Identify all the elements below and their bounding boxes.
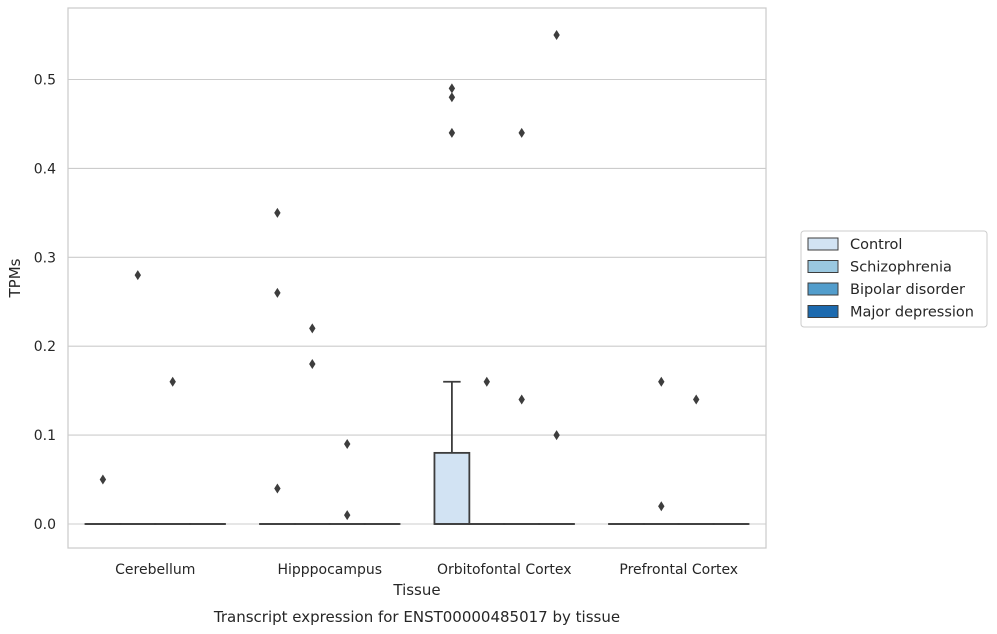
legend-swatch bbox=[807, 282, 839, 296]
legend-swatch bbox=[807, 237, 839, 251]
outlier-point bbox=[309, 323, 316, 334]
outlier-point bbox=[274, 207, 281, 218]
chart-caption: Transcript expression for ENST0000048501… bbox=[213, 608, 620, 626]
x-tick-labels: Cerebellum Hipppocampus Orbitofontal Corte… bbox=[115, 562, 738, 578]
outlier-point bbox=[134, 270, 141, 281]
gridlines bbox=[68, 78, 766, 525]
outliers bbox=[99, 30, 700, 521]
outlier-point bbox=[344, 438, 351, 449]
legend-label: Major depression bbox=[850, 305, 974, 321]
box bbox=[433, 451, 471, 525]
outlier-point bbox=[553, 30, 560, 41]
outlier-point bbox=[274, 483, 281, 494]
plot-frame bbox=[67, 7, 767, 549]
x-tick-label: Cerebellum bbox=[115, 562, 195, 578]
outlier-point bbox=[553, 430, 560, 441]
outlier-point bbox=[274, 287, 281, 298]
y-axis-label: TPMs bbox=[6, 258, 24, 298]
outlier-point bbox=[518, 127, 525, 138]
y-tick-label: 0.5 bbox=[34, 73, 56, 89]
legend-swatch bbox=[807, 260, 839, 273]
outlier-point bbox=[658, 376, 665, 387]
x-tick-label: Orbitofontal Cortex bbox=[437, 562, 572, 578]
y-tick-label: 0.1 bbox=[34, 428, 56, 444]
y-tick-label: 0.2 bbox=[34, 339, 56, 355]
y-tick-label: 0.4 bbox=[34, 161, 56, 177]
legend-frame bbox=[800, 230, 988, 328]
outlier-point bbox=[448, 92, 456, 103]
outlier-point bbox=[483, 376, 490, 387]
boxes bbox=[84, 380, 750, 525]
outlier-point bbox=[448, 83, 456, 94]
y-tick-label: 0.3 bbox=[34, 250, 56, 266]
outlier-point bbox=[344, 510, 351, 521]
x-tick-label: Prefrontal Cortex bbox=[619, 562, 738, 578]
x-axis-label: Tissue bbox=[392, 581, 440, 599]
legend-label: Schizophrenia bbox=[850, 260, 952, 276]
outlier-point bbox=[99, 474, 107, 485]
outlier-point bbox=[448, 127, 456, 138]
outlier-point bbox=[693, 394, 700, 405]
y-tick-labels: 0.0 0.1 0.2 0.3 0.4 0.5 bbox=[34, 73, 56, 534]
legend-label: Bipolar disorder bbox=[850, 282, 965, 298]
x-tick-label: Hipppocampus bbox=[277, 562, 382, 578]
legend-swatch bbox=[807, 305, 839, 318]
outlier-point bbox=[309, 358, 316, 369]
outlier-point bbox=[658, 501, 665, 512]
outlier-point bbox=[169, 376, 176, 387]
outlier-point bbox=[518, 394, 525, 405]
legend-label: Control bbox=[850, 237, 902, 253]
y-tick-label: 0.0 bbox=[34, 517, 56, 533]
legend: Control Schizophrenia Bipolar disorder Majo… bbox=[800, 230, 988, 328]
